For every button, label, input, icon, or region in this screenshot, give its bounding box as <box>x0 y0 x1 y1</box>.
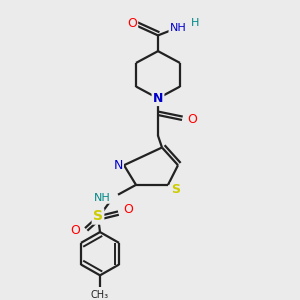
Text: O: O <box>70 224 80 237</box>
Text: O: O <box>187 113 197 127</box>
Text: N: N <box>153 92 163 105</box>
Text: NH: NH <box>169 22 186 32</box>
Text: S: S <box>172 183 181 196</box>
Text: O: O <box>127 17 137 30</box>
Text: O: O <box>123 203 133 216</box>
Text: N: N <box>113 159 123 172</box>
Text: S: S <box>93 209 103 223</box>
Text: H: H <box>191 18 199 28</box>
Text: NH: NH <box>94 193 110 202</box>
Text: CH₃: CH₃ <box>91 290 109 300</box>
